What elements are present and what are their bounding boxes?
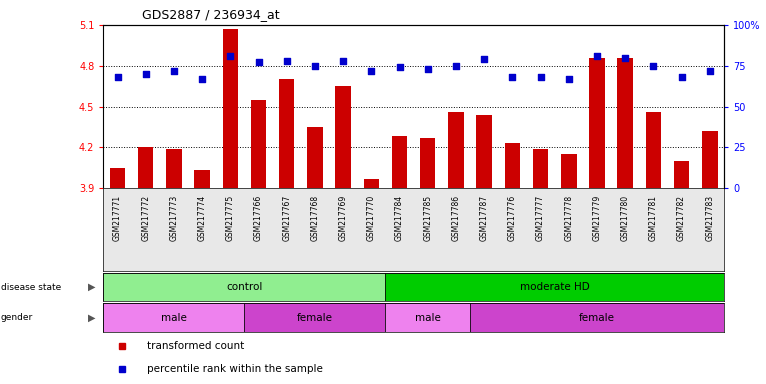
Bar (476, 115, 492, 188)
Point (196, 76, 208, 82)
Point (224, 53, 237, 59)
Bar (505, 143, 520, 188)
Bar (385, 303, 470, 332)
Text: ▶: ▶ (88, 313, 96, 323)
Text: GSM217787: GSM217787 (480, 195, 489, 241)
Bar (646, 112, 661, 188)
Point (647, 63, 660, 69)
Bar (110, 168, 126, 188)
Bar (103, 303, 244, 332)
Text: male: male (161, 313, 187, 323)
Bar (391, 136, 408, 188)
Text: male: male (415, 313, 440, 323)
Bar (470, 303, 724, 332)
Bar (617, 58, 633, 188)
Bar (103, 273, 385, 301)
Text: ▶: ▶ (88, 282, 96, 292)
Text: gender: gender (1, 313, 33, 322)
Point (535, 74, 547, 80)
Point (478, 56, 490, 62)
Bar (420, 138, 436, 188)
Point (676, 74, 688, 80)
Text: GSM217768: GSM217768 (310, 195, 319, 241)
Text: female: female (579, 313, 615, 323)
Bar (448, 112, 463, 188)
Text: GSM217783: GSM217783 (705, 195, 714, 241)
Text: GDS2887 / 236934_at: GDS2887 / 236934_at (142, 8, 280, 21)
Bar (223, 29, 238, 188)
Point (450, 63, 462, 69)
Point (704, 68, 716, 74)
Point (421, 66, 434, 72)
Text: GSM217784: GSM217784 (395, 195, 404, 241)
Bar (364, 179, 379, 188)
Bar (533, 149, 548, 188)
Bar (561, 154, 577, 188)
Text: GSM217770: GSM217770 (367, 195, 376, 241)
Text: GSM217774: GSM217774 (198, 195, 207, 241)
Text: GSM217786: GSM217786 (451, 195, 460, 241)
Text: GSM217777: GSM217777 (536, 195, 545, 241)
Bar (166, 149, 182, 188)
Point (506, 74, 519, 80)
Point (139, 71, 152, 77)
Point (253, 60, 265, 66)
Text: GSM217771: GSM217771 (113, 195, 122, 241)
Text: female: female (297, 313, 333, 323)
Text: percentile rank within the sample: percentile rank within the sample (147, 364, 322, 374)
Point (365, 68, 378, 74)
Point (168, 68, 180, 74)
Text: GSM217776: GSM217776 (508, 195, 517, 241)
Text: GSM217782: GSM217782 (677, 195, 686, 241)
Bar (279, 79, 294, 188)
Text: GSM217769: GSM217769 (339, 195, 348, 241)
Text: GSM217766: GSM217766 (254, 195, 263, 241)
Text: GSM217780: GSM217780 (620, 195, 630, 241)
Bar (336, 86, 351, 188)
Bar (702, 131, 718, 188)
Text: GSM217779: GSM217779 (592, 195, 601, 241)
Point (619, 55, 631, 61)
Text: GSM217785: GSM217785 (424, 195, 432, 241)
Text: control: control (226, 282, 263, 292)
Point (394, 64, 406, 71)
Text: GSM217781: GSM217781 (649, 195, 658, 241)
Text: GSM217778: GSM217778 (565, 195, 573, 241)
Bar (589, 58, 604, 188)
Bar (385, 273, 724, 301)
Bar (138, 147, 153, 188)
Point (309, 63, 321, 69)
Text: GSM217767: GSM217767 (282, 195, 291, 241)
Text: GSM217773: GSM217773 (169, 195, 178, 241)
Point (111, 74, 123, 80)
Bar (307, 127, 322, 188)
Bar (250, 100, 267, 188)
Point (280, 58, 293, 64)
Bar (244, 303, 385, 332)
Text: moderate HD: moderate HD (520, 282, 590, 292)
Point (591, 53, 603, 59)
Text: GSM217772: GSM217772 (141, 195, 150, 241)
Bar (674, 161, 689, 188)
Text: GSM217775: GSM217775 (226, 195, 235, 241)
Text: transformed count: transformed count (147, 341, 244, 351)
Point (563, 76, 575, 82)
Point (337, 58, 349, 64)
Bar (195, 170, 210, 188)
Text: disease state: disease state (1, 283, 61, 291)
